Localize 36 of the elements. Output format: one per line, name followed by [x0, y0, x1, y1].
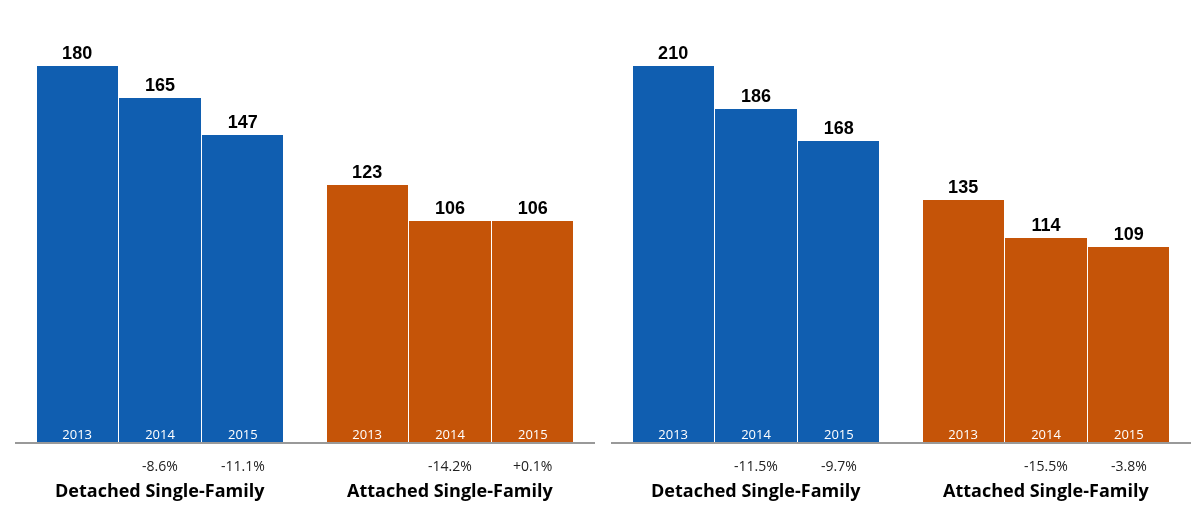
series-label: Attached Single-Family — [347, 478, 554, 502]
data-label: 106 — [517, 197, 548, 218]
text: -14.2% — [428, 456, 472, 475]
data-label: 106 — [434, 197, 466, 218]
text: +0.1% — [513, 456, 553, 475]
x-tick-label: 2013 — [62, 425, 93, 443]
x-tick-label: 2015 — [823, 425, 854, 443]
data-label: 168 — [823, 118, 854, 139]
text: -11.5% — [734, 456, 778, 475]
text: -11.1% — [221, 456, 265, 475]
series-label: Detached Single-Family — [55, 478, 266, 502]
x-tick-label: 2014 — [435, 425, 466, 443]
data-label: 210 — [658, 43, 689, 64]
x-tick-label: 2015 — [1113, 425, 1144, 443]
text: -3.8% — [1111, 456, 1147, 475]
data-label: 123 — [352, 162, 383, 183]
x-tick-label: 2013 — [352, 425, 383, 443]
data-label: 186 — [740, 86, 772, 107]
data-label: 165 — [144, 74, 176, 95]
x-tick-label: 2015 — [517, 425, 548, 443]
x-tick-label: 2013 — [658, 425, 689, 443]
data-label: 135 — [948, 177, 979, 198]
x-tick-label: 2013 — [948, 425, 979, 443]
x-tick-label: 2014 — [145, 425, 176, 443]
x-tick-label: 2014 — [741, 425, 772, 443]
text: -8.6% — [142, 456, 178, 475]
text: -15.5% — [1024, 456, 1068, 475]
x-tick-label: 2015 — [227, 425, 258, 443]
series-label: Attached Single-Family — [943, 478, 1150, 502]
data-label: 114 — [1031, 215, 1061, 236]
series-label: Detached Single-Family — [651, 478, 862, 502]
x-tick-label: 2014 — [1031, 425, 1062, 443]
data-label: 180 — [62, 43, 93, 64]
data-label: 147 — [227, 112, 258, 133]
text: -9.7% — [821, 456, 857, 475]
data-label: 109 — [1113, 223, 1144, 244]
